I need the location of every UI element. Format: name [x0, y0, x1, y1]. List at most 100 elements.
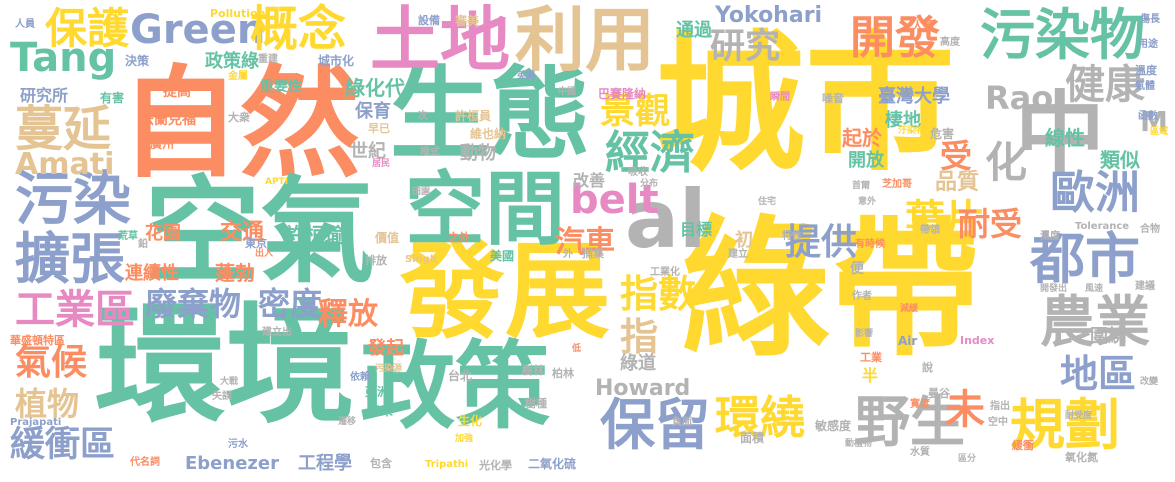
- word: 緩衝: [1012, 439, 1034, 452]
- word: 重要性: [260, 79, 302, 95]
- word: 發展: [400, 231, 611, 353]
- word: 動物: [460, 143, 496, 164]
- word: 工業區: [15, 287, 135, 333]
- word: 蓬勃: [215, 261, 255, 285]
- word: 芝加哥: [882, 179, 912, 190]
- word: 未: [945, 387, 985, 433]
- word: 金屬: [228, 71, 248, 82]
- word: Pollution: [210, 7, 266, 20]
- word: 中國: [558, 87, 577, 97]
- word: 耐受: [958, 205, 1023, 243]
- word: 工業: [860, 351, 882, 364]
- word: 類似: [1100, 148, 1140, 172]
- word: Green: [130, 7, 266, 53]
- word: 污染源: [375, 364, 403, 374]
- word: 田園: [412, 187, 431, 197]
- word: 初: [735, 230, 753, 251]
- word: 汽車: [555, 225, 615, 260]
- word: 二氧化硫: [528, 457, 577, 471]
- word: Tolerance: [1075, 221, 1130, 232]
- word: Prajapati: [10, 417, 62, 428]
- word: Amati: [15, 147, 115, 182]
- word: 風速: [1085, 284, 1104, 294]
- word: 包含: [370, 457, 392, 470]
- word: 都市: [1030, 227, 1141, 291]
- word: 作者: [852, 291, 872, 302]
- word: 目標: [680, 220, 713, 239]
- word: 噪音: [822, 92, 844, 105]
- word: 失誤: [212, 391, 232, 402]
- word: 模式: [420, 147, 440, 158]
- word: 城市: [655, 18, 956, 192]
- word: 健康: [1065, 62, 1145, 108]
- word: al: [625, 173, 707, 266]
- word: 價值: [375, 231, 400, 245]
- word: 葉片: [905, 197, 985, 243]
- word: 有害: [100, 91, 125, 105]
- word: 提高: [163, 84, 191, 100]
- word: 自然: [120, 55, 360, 194]
- word: 通過: [676, 20, 712, 41]
- word: 傷長: [1140, 14, 1160, 25]
- word: 危害: [930, 127, 955, 141]
- word: 面積: [740, 431, 765, 445]
- word: 改善: [573, 171, 606, 190]
- word: 指出: [990, 401, 1010, 412]
- word: 環境: [95, 289, 356, 441]
- word: 生化: [458, 414, 483, 428]
- word: 釋放: [318, 297, 378, 332]
- word: 英國: [517, 71, 536, 81]
- word: 巴賽隆納: [598, 87, 647, 101]
- word: 分布: [640, 179, 659, 189]
- word: 中: [1015, 82, 1105, 187]
- word: 樹林: [522, 364, 544, 377]
- word: 建立出: [262, 327, 292, 338]
- word: 氣體: [1135, 81, 1155, 92]
- word: 大戰: [220, 377, 239, 387]
- word: APTI: [265, 177, 289, 187]
- word: 東京: [245, 237, 267, 250]
- word: 保留: [600, 393, 711, 457]
- word: 利用: [515, 0, 655, 81]
- word: 瞬間: [770, 92, 790, 103]
- word: 柏林: [552, 367, 574, 380]
- word: 水質: [910, 447, 930, 458]
- word: 蔓延: [15, 101, 112, 157]
- word: 意外: [858, 197, 877, 207]
- word: 景觀: [600, 92, 671, 132]
- word: 汙染物: [898, 126, 926, 136]
- word: 地區: [1060, 352, 1137, 396]
- word: 維也納: [470, 127, 507, 141]
- word: 綠帶: [680, 203, 981, 377]
- word: M: [1140, 105, 1168, 138]
- word: 排放: [365, 254, 387, 267]
- word: 空中: [988, 417, 1008, 428]
- word: 棲地: [885, 110, 921, 131]
- word: 華盛頓特區: [10, 334, 65, 347]
- word: 次: [418, 111, 428, 122]
- word: 函數: [1138, 111, 1158, 122]
- word: 緩衝區: [10, 425, 116, 465]
- word: 農業: [1040, 290, 1151, 354]
- word: 寬度: [910, 399, 930, 410]
- word: 出入: [255, 249, 274, 259]
- word: Tang: [10, 35, 117, 81]
- word: 廢棄物: [145, 285, 242, 323]
- word: Air: [898, 334, 918, 348]
- word: 密度: [258, 285, 323, 323]
- word: 說: [922, 361, 933, 374]
- word: 吸收: [628, 167, 648, 178]
- word: 人員: [15, 19, 35, 30]
- word: 審美: [455, 14, 480, 28]
- word: 保護: [45, 4, 130, 53]
- word: 綠化代: [345, 76, 405, 100]
- word: 外: [563, 249, 573, 260]
- word: 捕集: [582, 247, 604, 260]
- word: 代名詞: [130, 457, 160, 468]
- word: 動植物: [845, 439, 873, 449]
- word: 首爾: [852, 181, 871, 191]
- word: 氧化氮: [1065, 451, 1098, 464]
- word: 大衆: [228, 111, 250, 124]
- word: 政策綠: [205, 51, 259, 72]
